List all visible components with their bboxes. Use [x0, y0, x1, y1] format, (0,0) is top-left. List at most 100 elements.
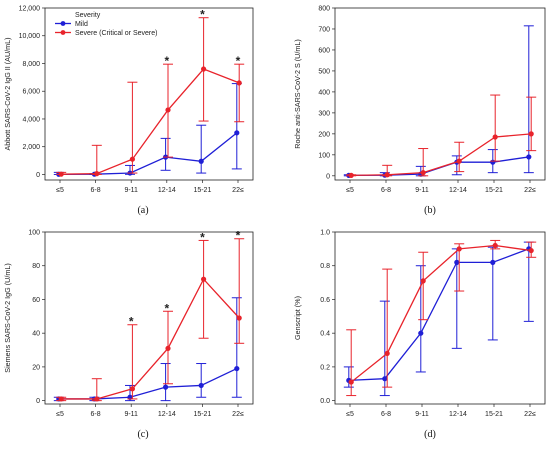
- x-tick-label: 12-14: [158, 187, 176, 194]
- series-severe: [346, 239, 537, 397]
- series-line: [61, 278, 240, 400]
- x-tick-label: 6-8: [91, 411, 101, 418]
- series-mild: [53, 297, 242, 402]
- significance-star: *: [200, 8, 205, 22]
- data-point: [382, 376, 388, 382]
- x-tick-label: 15-21: [193, 411, 211, 418]
- data-point: [528, 131, 534, 137]
- x-tick-label: 6-8: [381, 411, 391, 418]
- data-point: [94, 171, 100, 177]
- y-tick-label: 10,000: [19, 33, 41, 40]
- series-line: [58, 132, 238, 175]
- data-point: [163, 384, 169, 390]
- x-tick-label: 15-21: [485, 411, 503, 418]
- data-point: [129, 156, 135, 162]
- series-severe: [346, 94, 537, 178]
- legend-swatch-marker: [60, 30, 66, 35]
- y-tick-label: 700: [318, 26, 330, 33]
- data-point: [420, 278, 426, 284]
- significance-star: *: [236, 54, 241, 68]
- data-point: [129, 386, 135, 392]
- data-point: [384, 350, 390, 357]
- data-point: [165, 345, 171, 351]
- y-tick-label: 500: [318, 68, 330, 75]
- x-tick-label: 12-14: [158, 411, 176, 418]
- series-line: [350, 244, 532, 383]
- data-point: [490, 159, 496, 165]
- x-tick-label: 9-11: [415, 411, 429, 418]
- data-point: [236, 80, 242, 86]
- x-tick-label: 22≤: [232, 187, 244, 194]
- series-severe: [56, 17, 245, 177]
- data-point: [526, 154, 532, 160]
- data-point: [492, 242, 498, 249]
- data-point: [454, 259, 460, 265]
- significance-star: *: [200, 230, 205, 244]
- x-tick-label: ≤5: [56, 411, 64, 418]
- y-tick-label: 40: [32, 331, 40, 338]
- plot-frame: [44, 231, 254, 405]
- y-tick-label: 0.4: [320, 331, 330, 338]
- data-point: [456, 246, 462, 252]
- x-tick-label: 15-21: [485, 187, 503, 194]
- legend-item-label: Mild: [75, 21, 88, 28]
- plot-frame: [334, 7, 546, 181]
- data-point: [201, 66, 207, 72]
- chart-panel-d: 0.0 0.2 0.4 0.6 0.8 1.0 ≤5 6-8 9-11 12-14 15-21 22≤…: [293, 230, 546, 440]
- x-tick-label: 15-21: [193, 187, 211, 194]
- data-point: [198, 158, 204, 164]
- significance-star: *: [164, 301, 169, 315]
- y-tick-label: 1.0: [320, 230, 330, 237]
- data-point: [528, 247, 534, 254]
- y-tick-label: 200: [318, 131, 330, 138]
- chart-panel-c: 0 20 40 60 80 100 ≤5 6-8 9-11 12-14 15-21 22≤ Siemen…: [3, 229, 254, 440]
- x-tick-label: 9-11: [415, 187, 429, 194]
- significance-star: *: [236, 229, 241, 243]
- y-tick-label: 0.8: [320, 263, 330, 270]
- y-tick-label: 80: [32, 263, 40, 270]
- plot-frame: [44, 7, 254, 181]
- data-point: [58, 171, 64, 177]
- chart-panel-a: 0 2,000 4,000 6,000 8,000 10,000 12,000 ≤5 6-8 9-…: [3, 6, 254, 216]
- data-point: [492, 134, 498, 140]
- series-line: [58, 368, 238, 400]
- y-tick-label: 0.6: [320, 297, 330, 304]
- panel-label: (a): [137, 205, 148, 216]
- panel-label: (c): [137, 429, 148, 440]
- panel-label: (d): [424, 429, 436, 440]
- y-tick-label: 0.0: [320, 398, 330, 405]
- x-tick-label: 6-8: [91, 187, 101, 194]
- series-severe: [56, 238, 245, 402]
- x-tick-label: 6-8: [381, 187, 391, 194]
- series-line: [351, 133, 532, 177]
- data-point: [165, 107, 171, 113]
- significance-star: *: [129, 315, 134, 329]
- y-tick-label: 0: [36, 172, 40, 179]
- data-point: [490, 259, 496, 265]
- series-mild: [53, 83, 242, 177]
- x-tick-label: 22≤: [232, 411, 244, 418]
- data-point: [384, 172, 390, 178]
- y-tick-label: 400: [318, 89, 330, 96]
- y-tick-label: 100: [318, 152, 330, 159]
- data-point: [418, 330, 424, 336]
- data-point: [420, 170, 426, 176]
- data-point: [234, 130, 240, 136]
- legend-swatch-marker: [60, 21, 66, 26]
- data-point: [456, 158, 462, 164]
- series-mild: [343, 25, 534, 178]
- data-point: [94, 396, 100, 402]
- data-point: [58, 396, 64, 402]
- y-tick-label: 0.2: [320, 364, 330, 371]
- panel-label: (b): [424, 205, 436, 216]
- x-tick-label: ≤5: [56, 187, 64, 194]
- y-tick-label: 300: [318, 110, 330, 117]
- y-tick-label: 60: [32, 297, 40, 304]
- chart-panel-b: 0 100 200 300 400 500 600 700 800 ≤5 6-8 9-11 12-14 1…: [293, 6, 546, 216]
- y-tick-label: 0: [36, 398, 40, 405]
- x-tick-label: 22≤: [524, 187, 536, 194]
- x-tick-label: 22≤: [524, 411, 536, 418]
- x-tick-label: 12-14: [449, 187, 467, 194]
- y-tick-label: 0: [326, 173, 330, 180]
